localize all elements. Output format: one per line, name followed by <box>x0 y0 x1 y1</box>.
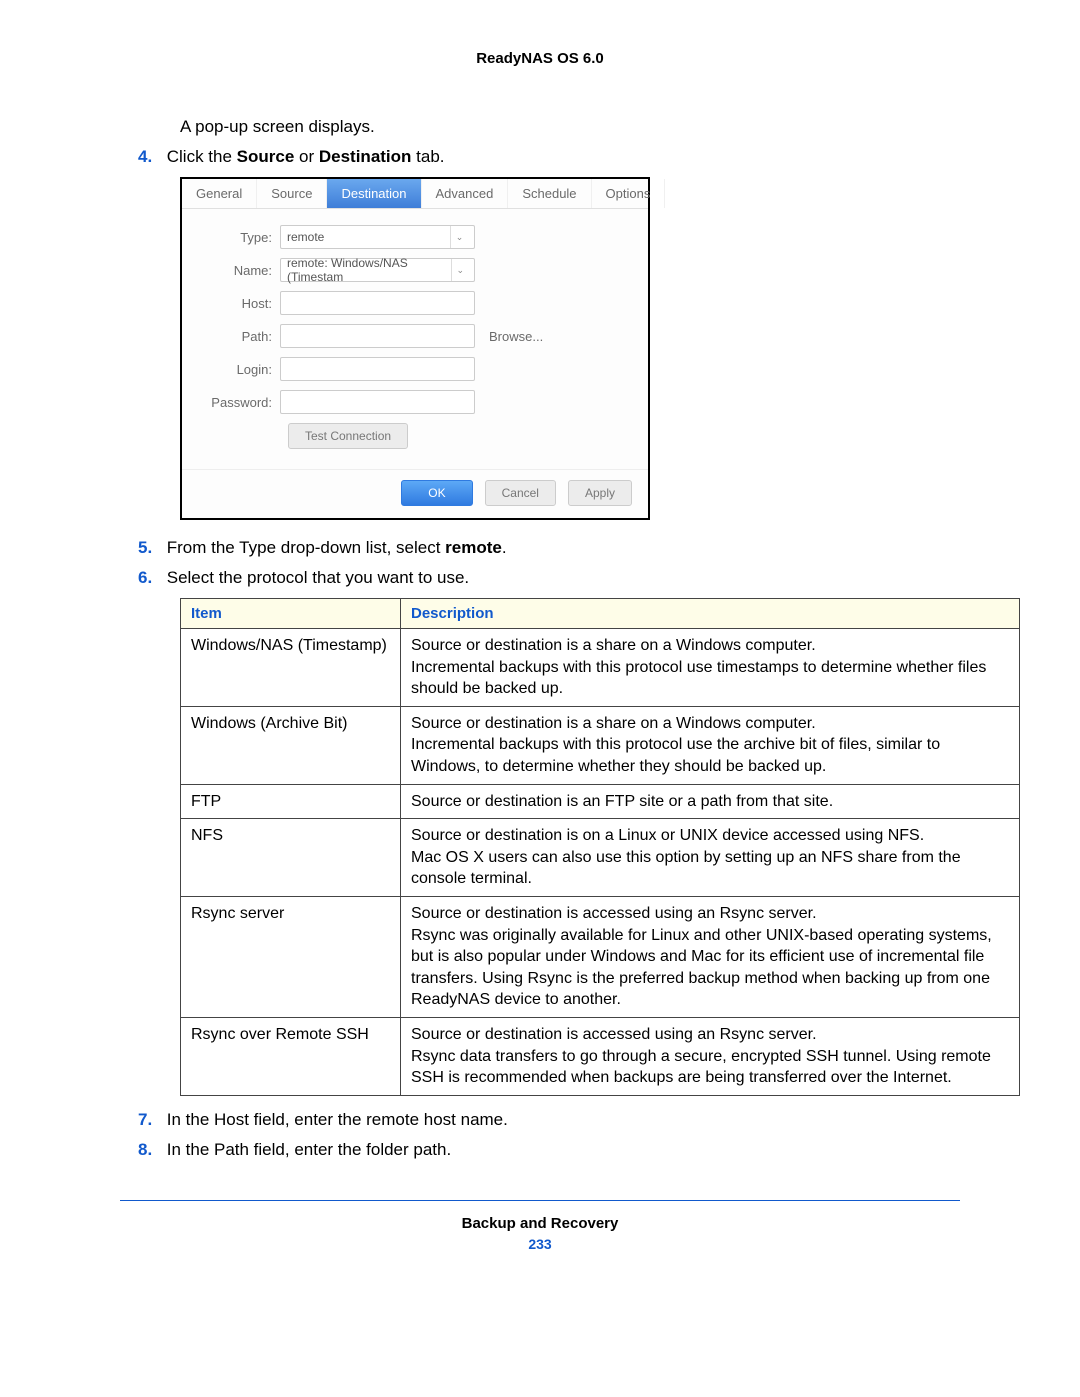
label-type: Type: <box>202 230 280 245</box>
browse-button[interactable]: Browse... <box>489 329 543 344</box>
step-6-num: 6. <box>138 568 162 588</box>
table-row: Rsync serverSource or destination is acc… <box>181 896 1020 1017</box>
th-item: Item <box>181 599 401 629</box>
name-value: remote: Windows/NAS (Timestam <box>287 256 451 284</box>
step-4-bold2: Destination <box>319 147 412 166</box>
step-5-bold: remote <box>445 538 502 557</box>
step-4-mid: or <box>294 147 319 166</box>
table-row: Windows (Archive Bit)Source or destinati… <box>181 706 1020 784</box>
cell-desc: Source or destination is accessed using … <box>401 1017 1020 1095</box>
step-5-prefix: From the Type drop-down list, select <box>167 538 445 557</box>
step-4: 4. Click the Source or Destination tab. <box>138 147 960 167</box>
dialog-form: Type: remote ⌄ Name: remote: Windows/NAS… <box>182 209 648 469</box>
host-input[interactable] <box>280 291 475 315</box>
password-input[interactable] <box>280 390 475 414</box>
tab-options[interactable]: Options <box>592 179 666 208</box>
step-4-text: Click the Source or Destination tab. <box>167 147 445 166</box>
step-6-text: Select the protocol that you want to use… <box>167 568 469 587</box>
step-8-text: In the Path field, enter the folder path… <box>167 1140 451 1159</box>
tab-destination[interactable]: Destination <box>327 179 421 208</box>
table-row: NFSSource or destination is on a Linux o… <box>181 819 1020 897</box>
footer-section: Backup and Recovery <box>120 1215 960 1232</box>
table-row: FTPSource or destination is an FTP site … <box>181 784 1020 819</box>
type-dropdown[interactable]: remote ⌄ <box>280 225 475 249</box>
chevron-down-icon: ⌄ <box>450 226 468 248</box>
label-login: Login: <box>202 362 280 377</box>
dialog-screenshot: General Source Destination Advanced Sche… <box>180 177 650 520</box>
cell-item: Rsync over Remote SSH <box>181 1017 401 1095</box>
step-5: 5. From the Type drop-down list, select … <box>138 538 960 558</box>
cell-desc: Source or destination is accessed using … <box>401 896 1020 1017</box>
step-4-prefix: Click the <box>167 147 237 166</box>
protocol-table: Item Description Windows/NAS (Timestamp)… <box>180 598 1020 1096</box>
step-7-num: 7. <box>138 1110 162 1130</box>
step-8: 8. In the Path field, enter the folder p… <box>138 1140 960 1160</box>
cancel-button[interactable]: Cancel <box>485 480 556 506</box>
step-4-suffix: tab. <box>411 147 444 166</box>
footer-divider <box>120 1200 960 1201</box>
intro-text: A pop-up screen displays. <box>180 117 960 137</box>
test-connection-button[interactable]: Test Connection <box>288 423 408 449</box>
step-6: 6. Select the protocol that you want to … <box>138 568 960 588</box>
table-row: Rsync over Remote SSHSource or destinati… <box>181 1017 1020 1095</box>
path-input[interactable] <box>280 324 475 348</box>
th-desc: Description <box>401 599 1020 629</box>
step-7: 7. In the Host field, enter the remote h… <box>138 1110 960 1130</box>
step-4-bold1: Source <box>237 147 295 166</box>
footer-page-number: 233 <box>120 1236 960 1252</box>
step-7-text: In the Host field, enter the remote host… <box>167 1110 508 1129</box>
label-host: Host: <box>202 296 280 311</box>
step-5-num: 5. <box>138 538 162 558</box>
apply-button[interactable]: Apply <box>568 480 632 506</box>
step-5-suffix: . <box>502 538 507 557</box>
ok-button[interactable]: OK <box>401 480 472 506</box>
name-dropdown[interactable]: remote: Windows/NAS (Timestam ⌄ <box>280 258 475 282</box>
tab-schedule[interactable]: Schedule <box>508 179 591 208</box>
cell-item: FTP <box>181 784 401 819</box>
cell-item: NFS <box>181 819 401 897</box>
cell-item: Windows (Archive Bit) <box>181 706 401 784</box>
label-path: Path: <box>202 329 280 344</box>
cell-desc: Source or destination is a share on a Wi… <box>401 629 1020 707</box>
step-8-num: 8. <box>138 1140 162 1160</box>
tab-general[interactable]: General <box>182 179 257 208</box>
cell-item: Rsync server <box>181 896 401 1017</box>
cell-desc: Source or destination is an FTP site or … <box>401 784 1020 819</box>
tab-advanced[interactable]: Advanced <box>422 179 509 208</box>
doc-header-title: ReadyNAS OS 6.0 <box>120 50 960 67</box>
type-value: remote <box>287 230 324 244</box>
cell-desc: Source or destination is on a Linux or U… <box>401 819 1020 897</box>
cell-item: Windows/NAS (Timestamp) <box>181 629 401 707</box>
label-name: Name: <box>202 263 280 278</box>
tab-source[interactable]: Source <box>257 179 327 208</box>
label-password: Password: <box>202 395 280 410</box>
table-row: Windows/NAS (Timestamp)Source or destina… <box>181 629 1020 707</box>
cell-desc: Source or destination is a share on a Wi… <box>401 706 1020 784</box>
dialog-tabs: General Source Destination Advanced Sche… <box>182 179 648 209</box>
dialog-buttons: OK Cancel Apply <box>182 469 648 518</box>
chevron-down-icon: ⌄ <box>451 259 468 281</box>
step-4-num: 4. <box>138 147 162 167</box>
login-input[interactable] <box>280 357 475 381</box>
step-5-text: From the Type drop-down list, select rem… <box>167 538 507 557</box>
